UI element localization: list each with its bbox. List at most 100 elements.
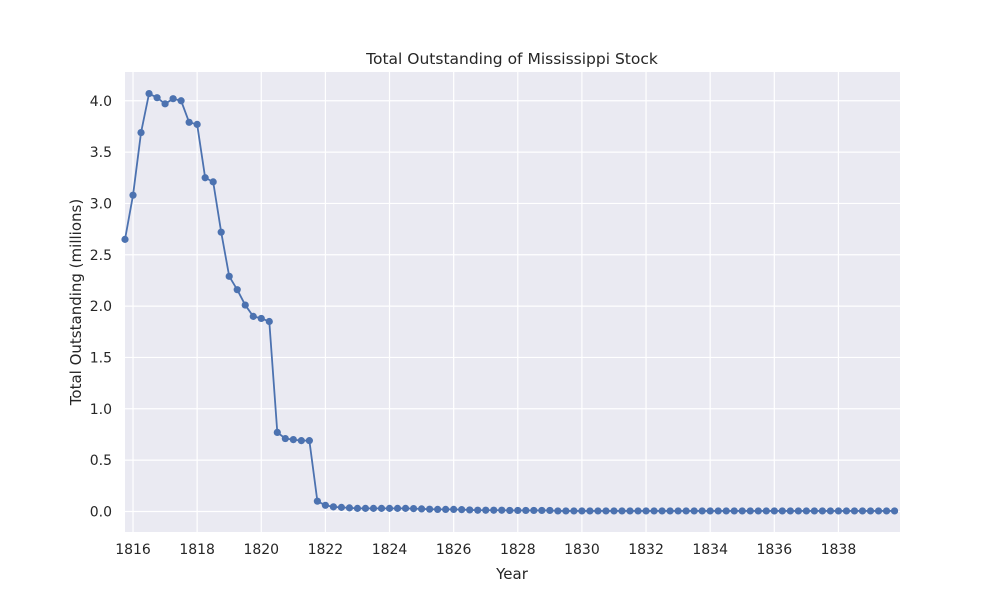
data-point bbox=[698, 507, 706, 515]
data-point bbox=[434, 505, 442, 514]
data-point bbox=[498, 506, 506, 514]
data-point bbox=[281, 434, 289, 443]
x-tick-label: 1832 bbox=[628, 542, 664, 558]
x-tick-label: 1822 bbox=[308, 542, 344, 558]
data-point bbox=[426, 505, 434, 513]
data-point bbox=[209, 178, 217, 186]
data-point bbox=[578, 507, 586, 515]
data-point bbox=[193, 120, 201, 128]
data-point bbox=[714, 507, 722, 515]
data-point bbox=[746, 507, 754, 515]
data-point bbox=[882, 507, 891, 515]
y-axis-ticks: 0.0 0.5 1.0 1.5 2.0 2.5 3.0 3.5 4.0 bbox=[90, 94, 112, 521]
data-point bbox=[225, 272, 233, 280]
data-point bbox=[474, 506, 482, 514]
data-point bbox=[121, 235, 129, 243]
data-point bbox=[233, 286, 241, 294]
data-point bbox=[530, 506, 538, 515]
data-point bbox=[818, 507, 827, 515]
data-point bbox=[650, 507, 658, 515]
data-point bbox=[770, 507, 778, 515]
data-point bbox=[241, 301, 249, 309]
data-point bbox=[249, 312, 257, 320]
data-point bbox=[522, 506, 530, 515]
data-point bbox=[706, 507, 714, 515]
x-axis-ticks: 1816 1818 1820 1822 1824 1826 1828 1830 1832 1834… bbox=[115, 542, 856, 558]
data-point bbox=[129, 191, 137, 199]
data-point bbox=[674, 507, 682, 515]
y-tick-label: 0.5 bbox=[90, 453, 112, 469]
data-point bbox=[466, 506, 474, 514]
x-axis-label: Year bbox=[495, 565, 529, 583]
data-point bbox=[514, 506, 522, 515]
data-point bbox=[458, 506, 466, 514]
data-point bbox=[658, 507, 666, 515]
data-point bbox=[506, 506, 514, 515]
data-point bbox=[265, 317, 273, 326]
data-point bbox=[730, 507, 738, 515]
x-tick-label: 1816 bbox=[115, 542, 151, 558]
x-tick-label: 1836 bbox=[756, 542, 792, 558]
data-point bbox=[874, 507, 883, 515]
data-point bbox=[329, 503, 338, 511]
data-point bbox=[442, 505, 450, 514]
data-point bbox=[361, 504, 370, 512]
x-tick-label: 1834 bbox=[692, 542, 728, 558]
data-point bbox=[642, 507, 650, 515]
data-point bbox=[554, 507, 562, 515]
data-point bbox=[313, 497, 321, 505]
data-point bbox=[345, 504, 354, 512]
data-point bbox=[786, 507, 794, 515]
data-point bbox=[137, 128, 145, 137]
y-tick-label: 1.0 bbox=[90, 402, 112, 418]
data-point bbox=[690, 507, 698, 515]
data-point bbox=[754, 507, 762, 515]
data-point bbox=[890, 507, 899, 515]
chart-title: Total Outstanding of Mississippi Stock bbox=[365, 50, 658, 68]
x-tick-label: 1838 bbox=[821, 542, 857, 558]
y-tick-label: 2.5 bbox=[90, 248, 112, 264]
data-point bbox=[217, 228, 225, 236]
data-point bbox=[169, 95, 177, 103]
data-point bbox=[794, 507, 802, 515]
data-point bbox=[377, 504, 386, 512]
data-point bbox=[602, 507, 610, 515]
data-point bbox=[842, 507, 851, 515]
data-point bbox=[826, 507, 835, 515]
data-point bbox=[401, 504, 410, 512]
x-tick-label: 1830 bbox=[564, 542, 600, 558]
data-point bbox=[409, 504, 418, 513]
y-tick-label: 0.0 bbox=[90, 504, 112, 520]
data-point bbox=[185, 118, 193, 126]
data-point bbox=[450, 505, 458, 514]
y-tick-label: 3.5 bbox=[90, 145, 112, 161]
data-point bbox=[153, 94, 161, 102]
data-point bbox=[546, 506, 554, 515]
data-point bbox=[297, 437, 305, 445]
data-point bbox=[834, 507, 843, 515]
data-point bbox=[305, 437, 313, 445]
data-point bbox=[418, 505, 426, 513]
y-axis-label: Total Outstanding (millions) bbox=[67, 199, 85, 406]
data-point bbox=[778, 507, 786, 515]
data-point bbox=[610, 507, 618, 515]
data-point bbox=[562, 507, 570, 515]
data-point bbox=[145, 89, 153, 98]
data-point bbox=[634, 507, 642, 515]
data-point bbox=[570, 507, 578, 515]
data-point bbox=[666, 507, 674, 515]
data-point bbox=[353, 504, 362, 512]
x-tick-label: 1824 bbox=[372, 542, 408, 558]
data-point bbox=[321, 501, 329, 509]
data-point bbox=[161, 100, 169, 108]
data-point bbox=[722, 507, 730, 515]
data-point bbox=[369, 504, 378, 512]
data-point bbox=[177, 97, 185, 105]
x-tick-label: 1818 bbox=[179, 542, 215, 558]
data-point bbox=[762, 507, 770, 515]
data-point bbox=[810, 507, 818, 515]
y-tick-label: 2.0 bbox=[90, 299, 112, 315]
data-point bbox=[586, 507, 594, 515]
data-point bbox=[618, 507, 626, 515]
